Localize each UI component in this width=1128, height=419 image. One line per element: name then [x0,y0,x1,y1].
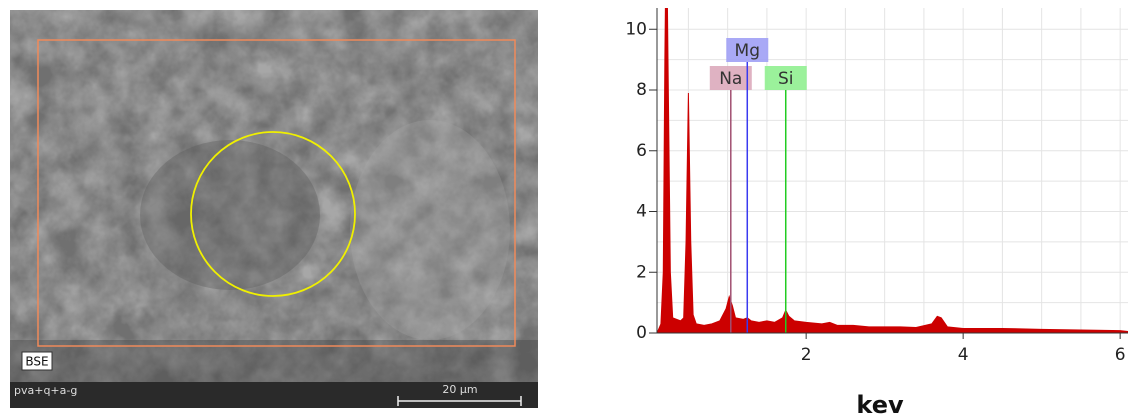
x-tick-label: 4 [958,345,969,365]
x-tick-label: 2 [801,345,812,365]
grain [350,120,510,340]
y-tick-label: 4 [636,202,647,222]
shadow [10,340,538,382]
y-tick-label: 10 [625,19,647,39]
sample-label: pva+q+a-g [14,384,77,397]
x-axis-label: kev [856,391,904,419]
plot-bg [657,8,1128,333]
roi-circle [190,131,356,297]
element-box [709,66,752,90]
info-bar [10,382,538,408]
y-tick-label: 0 [636,323,647,343]
element-label: Mg [735,41,760,61]
sem-image: BSE pva+q+a-g 20 µm [10,10,538,408]
detector-box [21,351,53,371]
spectrum [657,8,1128,333]
element-box [764,66,807,90]
image-texture [10,10,538,382]
scale-bar [397,396,522,406]
scale-label: 20 µm [442,383,477,396]
element-box [726,38,769,62]
grain [140,140,320,290]
y-tick-label: 2 [636,262,647,282]
roi-rect [37,39,516,347]
y-tick-label: 8 [636,80,647,100]
element-label: Si [778,69,794,89]
chart: 0 2 4 6 8 10 2 4 6 Na Mg Si kev [625,8,1128,419]
element-label: Na [719,69,742,89]
y-tick-label: 6 [636,141,647,161]
detector-label: BSE [25,355,48,369]
x-tick-label: 6 [1115,345,1126,365]
